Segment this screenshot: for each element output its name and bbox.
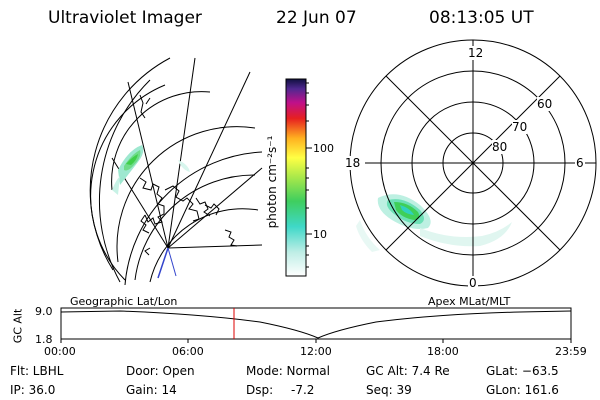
timeline-y-tick-high: 9.0 <box>35 305 53 318</box>
gain-info: Gain: 14 <box>126 383 177 397</box>
seq-info: Seq: 39 <box>366 383 412 397</box>
colorbar-tick-10: 10 <box>313 228 327 241</box>
timeline-left-title: Geographic Lat/Lon <box>70 295 178 308</box>
timeline-x-tick-0600: 06:00 <box>172 345 204 358</box>
glon-info: GLon: 161.6 <box>486 383 559 397</box>
timeline-x-tick-1200: 12:00 <box>300 345 332 358</box>
mlt-label-18: 18 <box>345 156 361 170</box>
dsp-value: -7.2 <box>291 383 315 397</box>
dsp-label: Dsp: <box>246 383 274 397</box>
colorbar-tick-100: 100 <box>313 142 334 155</box>
timeline-y-tick-low: 1.8 <box>35 333 53 346</box>
instrument-title: Ultraviolet Imager <box>48 8 202 28</box>
glat-info: GLat: −63.5 <box>486 364 559 378</box>
ip-info: IP: 36.0 <box>10 383 56 397</box>
mode-info: Mode: Normal <box>246 364 330 378</box>
mlt-label-12: 12 <box>468 46 484 60</box>
mlat-label-70: 70 <box>512 120 528 134</box>
timeline-x-tick-0000: 00:00 <box>44 345 76 358</box>
filter-info: Flt: LBHL <box>10 364 64 378</box>
mlt-label-6: 6 <box>576 156 584 170</box>
mlat-label-60: 60 <box>537 97 553 111</box>
mlat-label-80: 80 <box>492 140 508 154</box>
time-label: 08:13:05 UT <box>429 8 534 28</box>
timeline-x-tick-1800: 18:00 <box>427 345 459 358</box>
timeline-right-title: Apex MLat/MLT <box>428 295 511 308</box>
mlt-label-0: 0 <box>469 276 477 290</box>
date-label: 22 Jun 07 <box>276 8 357 28</box>
door-info: Door: Open <box>126 364 195 378</box>
gc-alt-info: GC Alt: 7.4 Re <box>366 364 450 378</box>
timeline-x-tick-2359: 23:59 <box>555 345 587 358</box>
